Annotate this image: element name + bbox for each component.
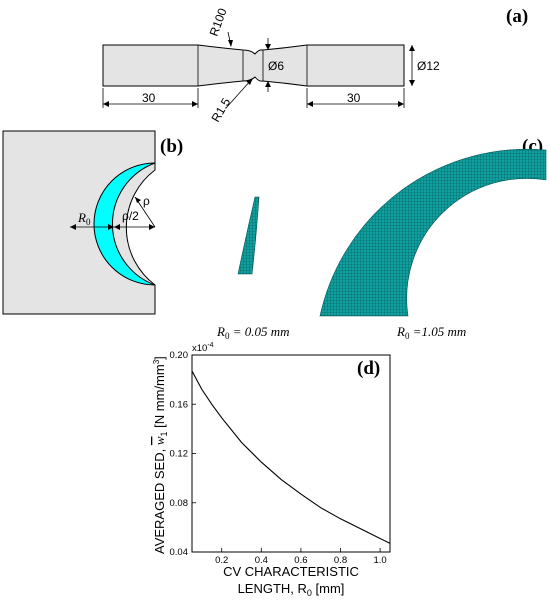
r15-arrowhead bbox=[246, 78, 253, 85]
dim-d6: Ø6 bbox=[268, 59, 284, 73]
control-volume bbox=[93, 162, 156, 286]
d12-arrowhead-top bbox=[409, 45, 415, 51]
caption-small-r0: R0 = 0.05 mm bbox=[216, 324, 290, 341]
panel-label-d: (d) bbox=[357, 358, 380, 379]
x-tick-label: 0.6 bbox=[294, 555, 307, 566]
plot-frame bbox=[191, 354, 391, 553]
dim-len-left: 30 bbox=[142, 91, 156, 105]
rho-half-arrowhead-r bbox=[149, 224, 155, 230]
panel-label-b: (b) bbox=[160, 136, 183, 157]
len-right-arrowhead-l bbox=[307, 101, 313, 107]
rho-half-arrowhead-l bbox=[114, 224, 120, 230]
specimen-outline bbox=[102, 44, 405, 87]
panel-a: (a) R100 Ø6 Ø12 R1.5 30 bbox=[102, 6, 528, 125]
dim-d12: Ø12 bbox=[417, 59, 440, 73]
x-tick-label: 1.0 bbox=[373, 555, 386, 566]
y-tick-label: 0.12 bbox=[170, 449, 189, 460]
panel-d: (d) x10-4 0.2 0.4 0.6 0.8 1.0 0.040.080.120.… bbox=[152, 342, 391, 598]
len-left-arrowhead-r bbox=[192, 101, 198, 107]
r0-arrowhead-l bbox=[70, 224, 76, 230]
label-rho: ρ bbox=[143, 194, 150, 208]
len-right-arrowhead-r bbox=[398, 101, 404, 107]
y-multiplier: x10-4 bbox=[192, 342, 214, 354]
x-axis-label-line2: LENGTH, R0 [mm] bbox=[238, 581, 345, 598]
d12-arrowhead-bottom bbox=[409, 80, 415, 86]
mesh-small-r0 bbox=[237, 196, 260, 275]
dim-r100: R100 bbox=[207, 6, 230, 38]
y-tick-label: 0.16 bbox=[170, 399, 189, 410]
dim-len-right: 30 bbox=[347, 91, 361, 105]
rho-arrowhead bbox=[135, 197, 141, 203]
y-ticks: 0.04 0.08 0.12 0.16 0.20 bbox=[170, 350, 196, 558]
d6-arrowhead-top bbox=[265, 44, 271, 50]
r0-arrowhead-r bbox=[108, 224, 114, 230]
x-tick-label: 0.2 bbox=[215, 555, 228, 566]
panel-b: (b) R0 ρ/2 ρ bbox=[2, 130, 183, 315]
y-axis-label: AVERAGED SED, w1 [N mm/mm3] bbox=[152, 356, 169, 554]
y-tick-label: 0.04 bbox=[170, 547, 189, 558]
y-tick-label: 0.20 bbox=[170, 350, 189, 361]
panel-label-a: (a) bbox=[506, 6, 528, 27]
panel-c: (c) R0 = 0.05 mm R0 =1.05 mm bbox=[216, 136, 547, 341]
d6-arrowhead-bottom bbox=[265, 81, 271, 87]
x-tick-label: 0.8 bbox=[334, 555, 347, 566]
dim-r15: R1.5 bbox=[208, 95, 233, 124]
label-rho-half: ρ/2 bbox=[122, 209, 139, 223]
x-tick-label: 0.4 bbox=[255, 555, 268, 566]
x-axis-label-line1: CV CHARACTERISTIC bbox=[223, 564, 359, 579]
len-left-arrowhead-l bbox=[103, 101, 109, 107]
series-line bbox=[191, 370, 391, 544]
mesh-large-r0 bbox=[319, 148, 547, 317]
x-ticks: 0.2 0.4 0.6 0.8 1.0 bbox=[215, 548, 387, 566]
r100-arrowhead bbox=[228, 40, 233, 47]
r15-leader bbox=[225, 78, 253, 109]
y-tick-label: 0.08 bbox=[170, 498, 189, 509]
caption-large-r0: R0 =1.05 mm bbox=[396, 324, 466, 341]
label-r0: R0 bbox=[77, 210, 91, 227]
